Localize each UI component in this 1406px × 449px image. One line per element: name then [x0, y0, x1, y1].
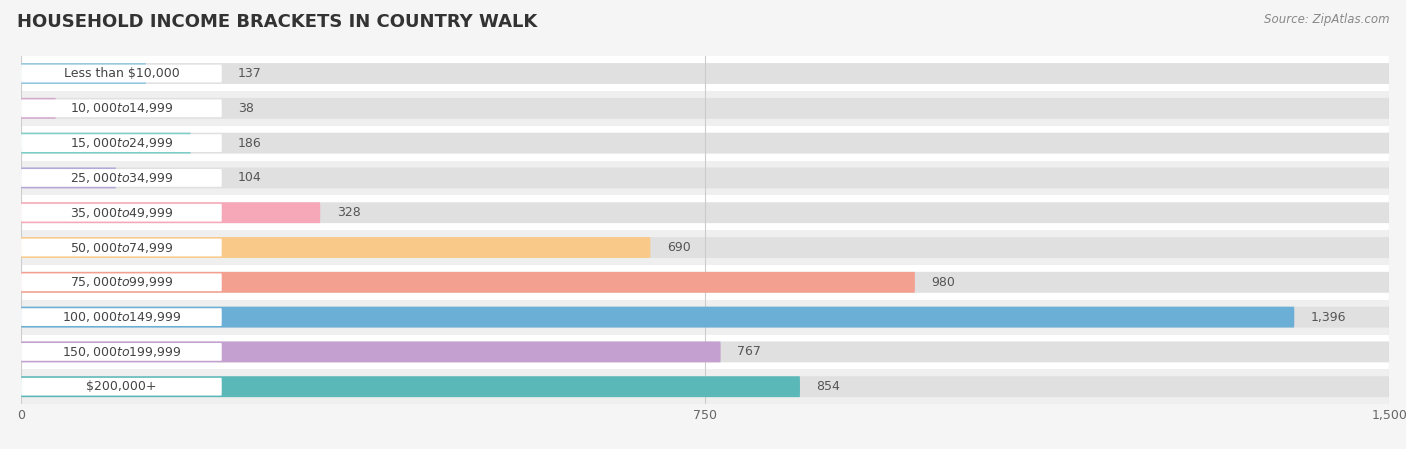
Bar — [21, 369, 1389, 404]
FancyBboxPatch shape — [21, 169, 222, 187]
Text: $100,000 to $149,999: $100,000 to $149,999 — [62, 310, 181, 324]
Text: $25,000 to $34,999: $25,000 to $34,999 — [70, 171, 173, 185]
Text: Source: ZipAtlas.com: Source: ZipAtlas.com — [1264, 13, 1389, 26]
FancyBboxPatch shape — [21, 237, 651, 258]
Bar — [21, 161, 1389, 195]
Text: 854: 854 — [817, 380, 841, 393]
Text: 104: 104 — [238, 172, 262, 185]
FancyBboxPatch shape — [21, 272, 1389, 293]
Bar — [21, 265, 1389, 300]
Text: $75,000 to $99,999: $75,000 to $99,999 — [70, 275, 173, 289]
FancyBboxPatch shape — [21, 343, 222, 361]
FancyBboxPatch shape — [21, 167, 1389, 189]
FancyBboxPatch shape — [21, 237, 1389, 258]
Text: $10,000 to $14,999: $10,000 to $14,999 — [70, 101, 173, 115]
Text: 980: 980 — [931, 276, 955, 289]
FancyBboxPatch shape — [21, 133, 1389, 154]
FancyBboxPatch shape — [21, 99, 222, 117]
Bar — [21, 195, 1389, 230]
Text: 690: 690 — [666, 241, 690, 254]
Bar — [21, 91, 1389, 126]
Bar — [21, 56, 1389, 91]
Text: 186: 186 — [238, 136, 262, 150]
FancyBboxPatch shape — [21, 98, 1389, 119]
Text: 328: 328 — [336, 206, 360, 219]
FancyBboxPatch shape — [21, 204, 222, 222]
Bar — [21, 335, 1389, 369]
Text: 38: 38 — [238, 102, 254, 115]
Bar — [21, 230, 1389, 265]
FancyBboxPatch shape — [21, 376, 800, 397]
FancyBboxPatch shape — [21, 273, 222, 291]
Text: Less than $10,000: Less than $10,000 — [63, 67, 180, 80]
FancyBboxPatch shape — [21, 272, 915, 293]
FancyBboxPatch shape — [21, 63, 146, 84]
FancyBboxPatch shape — [21, 98, 56, 119]
FancyBboxPatch shape — [21, 238, 222, 256]
Text: $35,000 to $49,999: $35,000 to $49,999 — [70, 206, 173, 220]
FancyBboxPatch shape — [21, 202, 1389, 223]
Text: $50,000 to $74,999: $50,000 to $74,999 — [70, 241, 173, 255]
Bar — [21, 126, 1389, 161]
Text: $150,000 to $199,999: $150,000 to $199,999 — [62, 345, 181, 359]
FancyBboxPatch shape — [21, 307, 1295, 328]
FancyBboxPatch shape — [21, 202, 321, 223]
FancyBboxPatch shape — [21, 341, 721, 362]
FancyBboxPatch shape — [21, 341, 1389, 362]
FancyBboxPatch shape — [21, 307, 1389, 328]
FancyBboxPatch shape — [21, 378, 222, 396]
FancyBboxPatch shape — [21, 63, 1389, 84]
FancyBboxPatch shape — [21, 308, 222, 326]
FancyBboxPatch shape — [21, 167, 115, 189]
Text: $200,000+: $200,000+ — [86, 380, 156, 393]
FancyBboxPatch shape — [21, 65, 222, 83]
Bar — [21, 300, 1389, 335]
Text: $15,000 to $24,999: $15,000 to $24,999 — [70, 136, 173, 150]
Text: 137: 137 — [238, 67, 262, 80]
Text: 767: 767 — [737, 345, 761, 358]
FancyBboxPatch shape — [21, 134, 222, 152]
FancyBboxPatch shape — [21, 376, 1389, 397]
FancyBboxPatch shape — [21, 133, 191, 154]
Text: HOUSEHOLD INCOME BRACKETS IN COUNTRY WALK: HOUSEHOLD INCOME BRACKETS IN COUNTRY WAL… — [17, 13, 537, 31]
Text: 1,396: 1,396 — [1310, 311, 1346, 324]
